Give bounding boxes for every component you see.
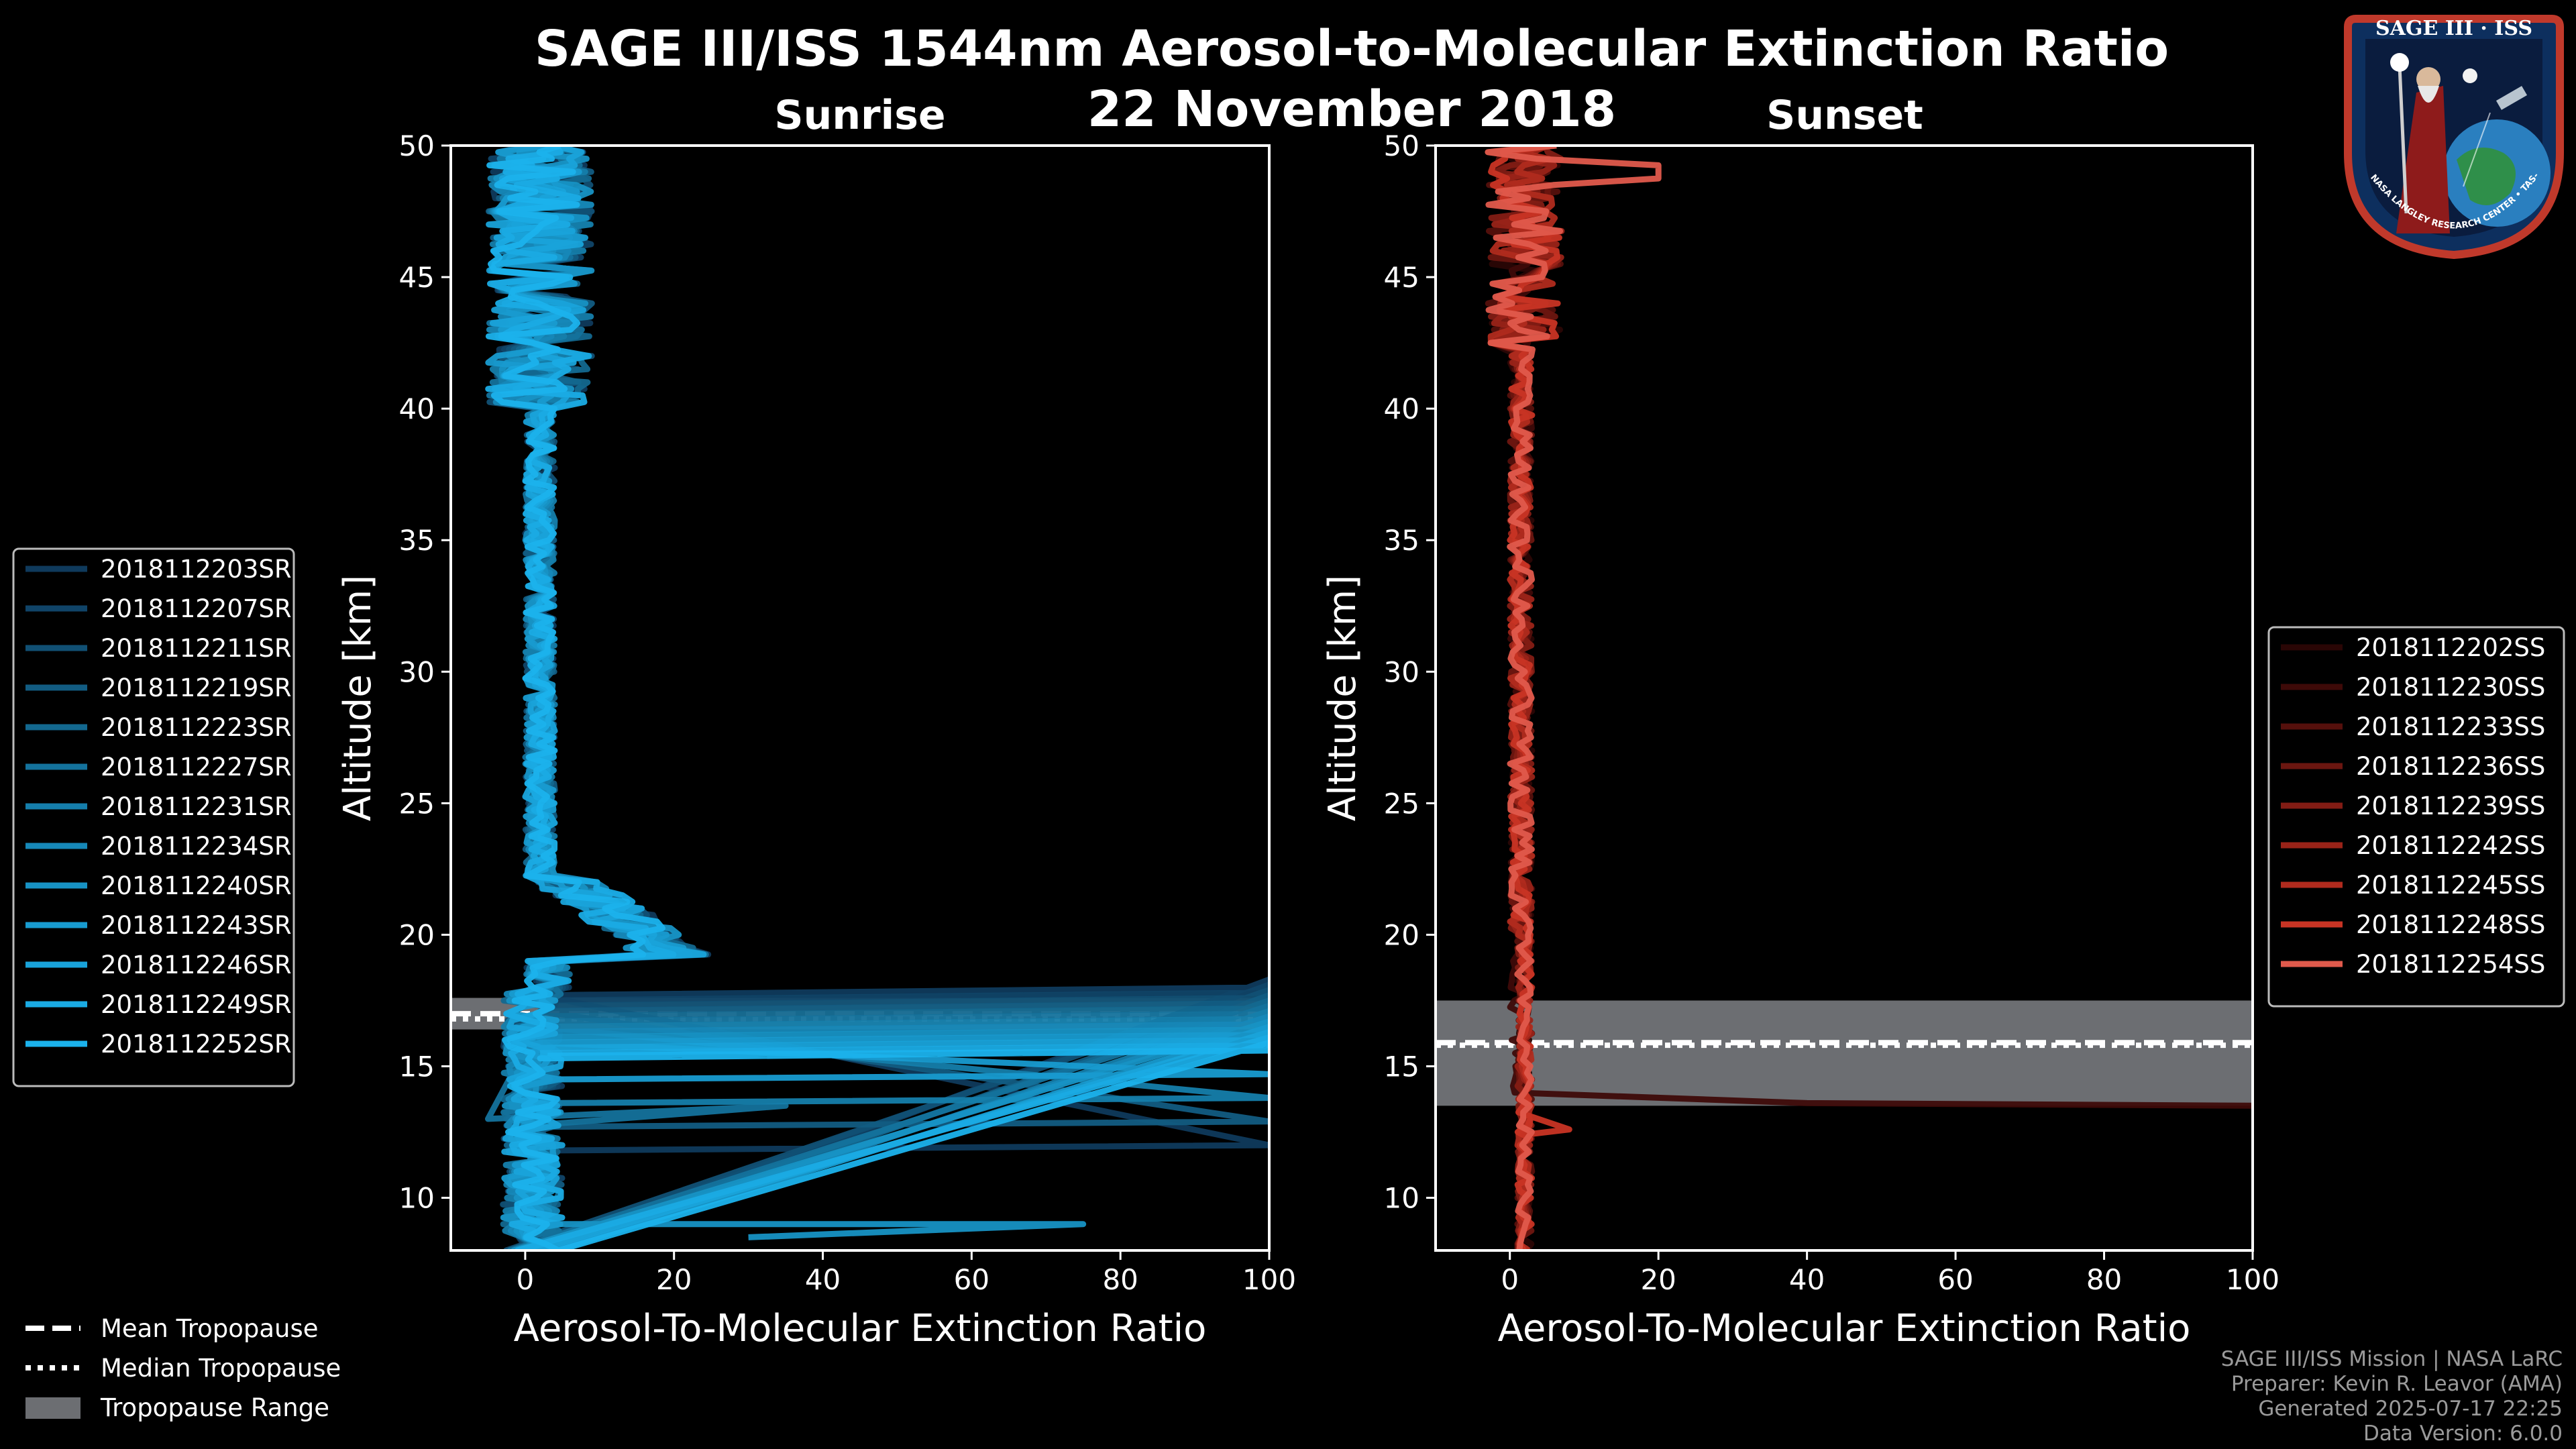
y-tick-label: 10 <box>1384 1182 1419 1215</box>
y-tick-label: 15 <box>399 1051 435 1083</box>
y-tick-label: 15 <box>1384 1051 1419 1083</box>
y-tick-label: 25 <box>399 787 435 820</box>
series-line-2018112254SS <box>1485 146 1662 1250</box>
legend-label: 2018112248SS <box>2356 910 2545 939</box>
legend-box <box>12 547 295 1087</box>
legend-label: 2018112207SR <box>101 594 292 623</box>
y-tick-label: 30 <box>1384 655 1419 688</box>
legend-label: 2018112240SR <box>101 871 292 900</box>
y-tick-label: 45 <box>399 261 435 294</box>
plot-frame <box>449 144 1271 1252</box>
sage-iii-iss-logo: SAGE III · ISS BALL • NASA LANGLEY RESEA… <box>2343 12 2564 260</box>
x-tick-label: 40 <box>1789 1263 1825 1296</box>
legend-label: 2018112245SS <box>2356 871 2545 900</box>
series-lines <box>1485 146 2253 1250</box>
x-tick-label: 60 <box>954 1263 989 1296</box>
chart-date: 22 November 2018 <box>1087 80 1616 138</box>
footer-line: Data Version: 6.0.0 <box>2363 1421 2563 1446</box>
y-tick-label: 25 <box>1384 787 1419 820</box>
series-lines <box>485 146 1269 1250</box>
panel-subtitle: Sunset <box>1766 92 1923 139</box>
y-tick-label: 20 <box>1384 918 1419 951</box>
legend-label: Mean Tropopause <box>101 1314 319 1343</box>
footer-line: Generated 2025-07-17 22:25 <box>2258 1397 2563 1421</box>
y-axis-label: Altitude [km] <box>336 575 380 821</box>
y-tick-label: 35 <box>1384 524 1419 557</box>
legend-label: 2018112227SR <box>101 753 292 782</box>
y-tick-label: 45 <box>1384 261 1419 294</box>
sunrise-panel: Sunrise 0 20 40 60 80 100 10 15 20 25 30 35 40 45 50 Aer… <box>336 92 1296 1350</box>
series-line-2018112252SR <box>485 146 1269 1250</box>
x-tick-label: 0 <box>1501 1263 1519 1296</box>
legend-label: 2018112234SR <box>101 832 292 861</box>
y-tick-label: 50 <box>399 129 435 162</box>
y-tick-label: 10 <box>399 1182 435 1215</box>
legend-label: 2018112252SR <box>101 1030 292 1059</box>
logo-text: SAGE III · ISS <box>2375 17 2532 40</box>
panel-subtitle: Sunrise <box>774 92 945 139</box>
series-line-2018112230SS <box>1507 146 2253 1109</box>
chart-title: SAGE III/ISS 1544nm Aerosol-to-Molecular… <box>535 20 2169 78</box>
legend-label: 2018112203SR <box>101 555 292 584</box>
legend-label: 2018112219SR <box>101 674 292 702</box>
legend-label: 2018112243SR <box>101 911 292 940</box>
x-tick-label: 100 <box>1242 1263 1296 1296</box>
legend-label: 2018112223SR <box>101 713 292 742</box>
x-tick-label: 40 <box>805 1263 841 1296</box>
sunset-legend: 2018112202SS 2018112230SS 2018112233SS 2018… <box>2267 626 2565 1008</box>
x-tick-label: 0 <box>517 1263 535 1296</box>
legend-label: Tropopause Range <box>100 1393 329 1422</box>
y-tick-label: 35 <box>399 524 435 557</box>
x-tick-label: 100 <box>2226 1263 2279 1296</box>
footer-credits: SAGE III/ISS Mission | NASA LaRCPreparer… <box>2221 1347 2563 1446</box>
y-tick-label: 50 <box>1384 129 1419 162</box>
y-tick-label: 20 <box>399 918 435 951</box>
legend-label: 2018112236SS <box>2356 752 2545 781</box>
legend-label: 2018112230SS <box>2356 673 2545 702</box>
x-tick-label: 80 <box>2086 1263 2122 1296</box>
legend-label: 2018112254SS <box>2356 950 2545 979</box>
legend-label: 2018112246SR <box>101 951 292 979</box>
sunset-panel: Sunset 0 20 40 60 80 100 10 15 20 25 30 35 40 45 50 Aero… <box>1321 92 2279 1350</box>
plot-frame <box>1434 144 2254 1252</box>
tropopause-legend: Mean Tropopause Median Tropopause Tropopau… <box>25 1314 341 1422</box>
legend-label: 2018112233SS <box>2356 712 2545 741</box>
y-axis-label: Altitude [km] <box>1321 575 1364 821</box>
legend-label: 2018112211SR <box>101 634 292 663</box>
footer-line: Preparer: Kevin R. Leavor (AMA) <box>2231 1372 2563 1396</box>
x-axis-label: Aerosol-To-Molecular Extinction Ratio <box>1498 1307 2191 1350</box>
y-tick-label: 40 <box>399 392 435 425</box>
legend-box <box>2267 626 2565 1008</box>
tropopause-band <box>1436 1000 2253 1106</box>
y-tick-label: 40 <box>1384 392 1419 425</box>
x-tick-label: 80 <box>1102 1263 1138 1296</box>
legend-label: 2018112239SS <box>2356 792 2545 820</box>
series-line-2018112231SR <box>487 146 1269 1250</box>
legend-label: 2018112231SR <box>101 792 292 821</box>
x-tick-label: 20 <box>656 1263 692 1296</box>
x-tick-label: 20 <box>1640 1263 1676 1296</box>
legend-label: Median Tropopause <box>101 1354 341 1383</box>
y-tick-label: 30 <box>399 655 435 688</box>
legend-label: 2018112202SS <box>2356 633 2545 662</box>
legend-label: 2018112249SR <box>101 990 292 1019</box>
tropopause-range <box>1436 1000 2253 1106</box>
x-axis-label: Aerosol-To-Molecular Extinction Ratio <box>514 1307 1207 1350</box>
footer-line: SAGE III/ISS Mission | NASA LaRC <box>2221 1347 2563 1371</box>
sunrise-legend: 2018112203SR 2018112207SR 2018112211SR 2018… <box>12 547 295 1087</box>
legend-swatch-range <box>25 1397 80 1419</box>
legend-label: 2018112242SS <box>2356 831 2545 860</box>
x-tick-label: 60 <box>1937 1263 1973 1296</box>
